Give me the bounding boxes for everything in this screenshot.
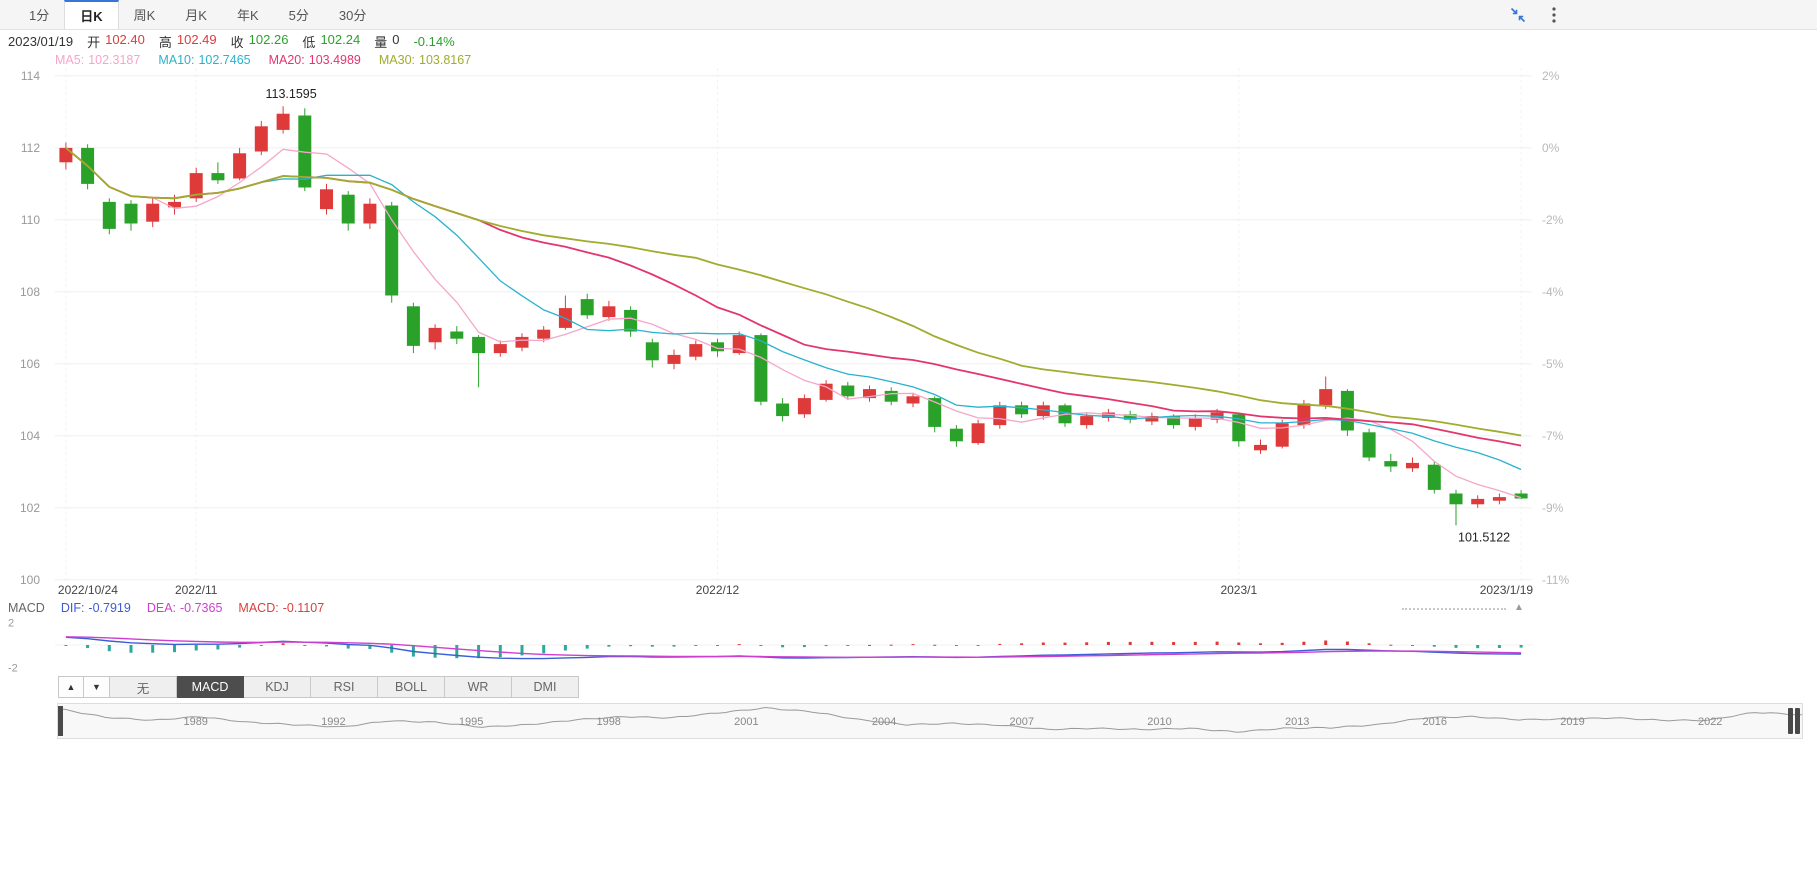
year-label: 2004 xyxy=(872,716,896,728)
y-axis-price-label: 106 xyxy=(20,357,40,371)
year-label: 2019 xyxy=(1560,716,1584,728)
y-axis-price-label: 108 xyxy=(20,285,40,299)
year-label: 2001 xyxy=(734,716,758,728)
year-label: 2010 xyxy=(1147,716,1171,728)
quote-high: 高 102.49 xyxy=(158,31,217,50)
dif-line xyxy=(65,636,1522,660)
peak-price-annotation: 113.1595 xyxy=(265,87,316,101)
indicator-down-button[interactable]: ▼ xyxy=(84,676,110,698)
tab-5min[interactable]: 5分 xyxy=(288,8,309,23)
tab-daily-k[interactable]: 日K xyxy=(64,0,119,29)
history-line xyxy=(58,706,1802,733)
period-tabbar: 1分 日K 周K 月K 年K 5分 30分 xyxy=(0,0,1817,30)
y-axis-percent-label: -11% xyxy=(1542,573,1569,587)
history-navigator[interactable]: 1989 1992 1995 1998 2001 2004 2007 2010 2013 2016… xyxy=(57,703,1803,739)
ma30-legend: MA30: 103.8167 xyxy=(378,53,472,67)
x-axis-date-label: 2023/1 xyxy=(1220,583,1257,597)
y-axis-price-label: 102 xyxy=(20,501,40,515)
y-axis-percent-label: -4% xyxy=(1542,285,1564,299)
nav-handle-right-b[interactable] xyxy=(1795,708,1800,734)
x-axis-date-label: 2022/11 xyxy=(175,583,218,597)
quote-volume: 量 0 xyxy=(374,31,400,50)
nav-handle-right-a[interactable] xyxy=(1788,708,1793,734)
y-axis-percent-label: -5% xyxy=(1542,357,1564,371)
tab-weekly-k[interactable]: 周K xyxy=(133,8,156,23)
ma-line xyxy=(65,147,1522,471)
x-axis-date-label: 2023/1/19 xyxy=(1480,583,1534,597)
indicator-tab-wr[interactable]: WR xyxy=(445,676,512,698)
tab-yearly-k[interactable]: 年K xyxy=(236,8,259,23)
y-axis-percent-label: 2% xyxy=(1542,69,1560,83)
y-axis-price-label: 114 xyxy=(21,69,40,83)
macd-axis-label: 2 xyxy=(8,618,14,630)
change-percent: -0.14% xyxy=(413,33,455,49)
macd-axis-label: -2 xyxy=(8,662,18,674)
tabbar-icons xyxy=(1508,0,1564,30)
pane-resize-handle[interactable] xyxy=(1402,608,1506,610)
macd-legend: MACD DIF: -0.7919 DEA: -0.7365 MACD: -0.110… xyxy=(0,600,1817,616)
x-axis-date-label: 2022/10/24 xyxy=(58,583,118,597)
y-axis-price-label: 110 xyxy=(21,213,40,227)
y-axis-price-label: 100 xyxy=(20,573,40,587)
pane-collapse-icon[interactable]: ▲ xyxy=(1514,602,1524,613)
x-axis-date-label: 2022/12 xyxy=(696,583,740,597)
y-axis-price-label: 112 xyxy=(21,141,40,155)
indicator-tab-dmi[interactable]: DMI xyxy=(512,676,579,698)
compress-icon[interactable] xyxy=(1508,5,1528,25)
indicator-tab-boll[interactable]: BOLL xyxy=(378,676,445,698)
nav-handle-left[interactable] xyxy=(58,706,63,736)
year-label: 1992 xyxy=(321,716,345,728)
quote-date: 2023/01/19 xyxy=(8,33,74,49)
ma-line xyxy=(65,147,1522,437)
indicator-tabbar: ▲ ▼ 无 MACD KDJ RSI BOLL WR DMI xyxy=(0,674,1817,700)
quote-close: 收 102.26 xyxy=(230,31,289,50)
ma5-legend: MA5: 102.3187 xyxy=(55,53,141,67)
year-label: 2007 xyxy=(1010,716,1034,728)
y-axis-price-label: 104 xyxy=(20,429,40,443)
ma-line xyxy=(65,147,1522,447)
quote-bar: 2023/01/19 开 102.40 高 102.49 收 102.26 低 … xyxy=(0,30,1817,52)
y-axis-percent-label: 0% xyxy=(1542,141,1560,155)
indicator-tab-macd[interactable]: MACD xyxy=(177,676,244,698)
dea-legend: DEA: -0.7365 xyxy=(146,601,223,615)
indicator-tab-kdj[interactable]: KDJ xyxy=(244,676,311,698)
indicator-tab-rsi[interactable]: RSI xyxy=(311,676,378,698)
year-label: 1998 xyxy=(596,716,620,728)
y-axis-percent-label: -2% xyxy=(1542,213,1564,227)
quote-open: 开 102.40 xyxy=(87,31,145,50)
ma20-legend: MA20: 103.4989 xyxy=(268,53,361,67)
ma-legend: MA5: 102.3187 MA10: 102.7465 MA20: 103.4989… xyxy=(0,52,1817,68)
more-vertical-icon[interactable] xyxy=(1544,5,1564,25)
y-axis-percent-label: -7% xyxy=(1542,429,1564,443)
indicator-up-button[interactable]: ▲ xyxy=(58,676,84,698)
year-label: 1995 xyxy=(459,716,483,728)
year-label: 1989 xyxy=(183,716,207,728)
low-price-annotation: 101.5122 xyxy=(1458,530,1510,544)
dea-line xyxy=(65,636,1522,659)
tab-30min[interactable]: 30分 xyxy=(338,8,367,23)
quote-low: 低 102.24 xyxy=(302,31,361,50)
macd-value-legend: MACD: -0.1107 xyxy=(238,601,325,615)
year-label: 2022 xyxy=(1698,716,1722,728)
dif-legend: DIF: -0.7919 xyxy=(60,601,131,615)
candlestick-chart[interactable]: 114 2% 112 0% 110 -2% 108 -4% 106 -5% 104 -7% 102 -9%… xyxy=(0,68,1817,600)
indicator-tab-none[interactable]: 无 xyxy=(110,676,177,698)
y-axis-percent-label: -9% xyxy=(1542,501,1564,515)
macd-pane-title: MACD xyxy=(8,601,45,615)
ma10-legend: MA10: 102.7465 xyxy=(158,53,251,67)
ma-line xyxy=(65,147,1522,499)
macd-chart[interactable]: 2 -2 xyxy=(0,616,1817,674)
year-label: 2016 xyxy=(1423,716,1447,728)
tab-1min[interactable]: 1分 xyxy=(29,8,50,23)
tab-monthly-k[interactable]: 月K xyxy=(185,8,207,23)
year-label: 2013 xyxy=(1285,716,1309,728)
